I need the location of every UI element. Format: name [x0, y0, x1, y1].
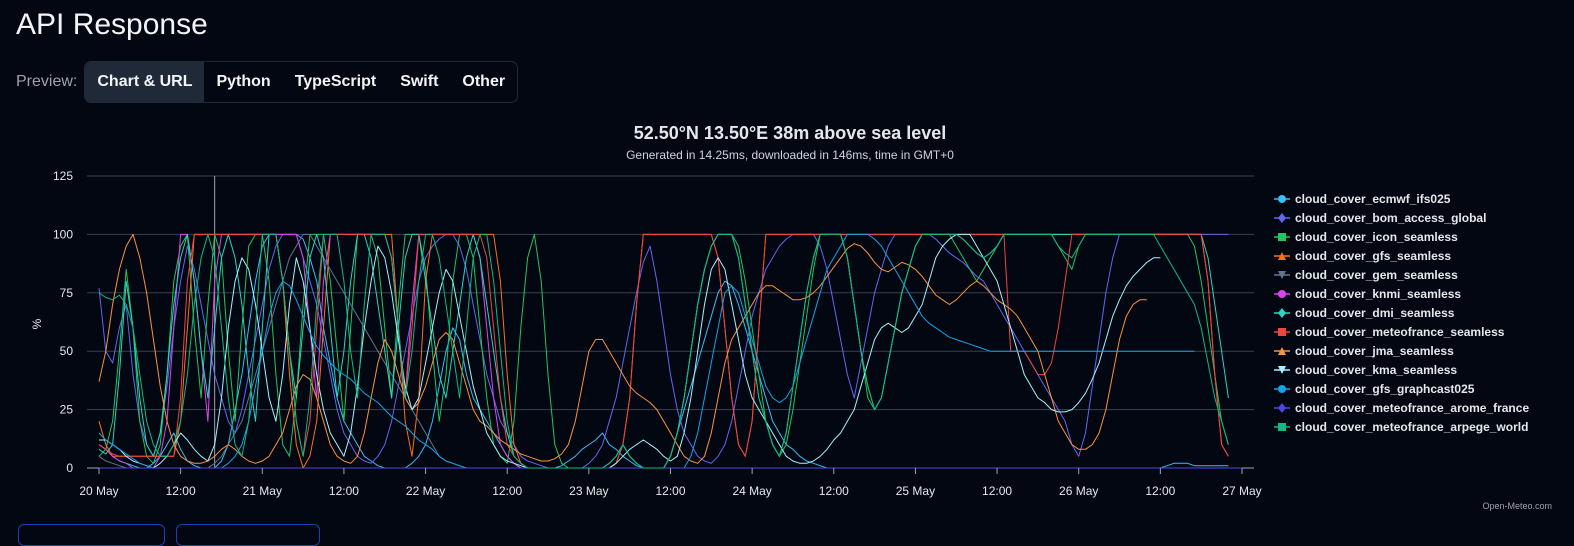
series-line-12	[98, 233, 1229, 469]
tab-swift[interactable]: Swift	[400, 73, 439, 90]
y-tick-label: 0	[66, 461, 73, 475]
legend: cloud_cover_ecmwf_ifs025 cloud_cover_bom_…	[1274, 192, 1529, 434]
x-tick-label: 21 May	[243, 484, 282, 498]
x-tick-label: 12:00	[492, 484, 522, 498]
legend-label: cloud_cover_gfs_graphcast025	[1295, 382, 1475, 396]
x-tick-label: 26 May	[1059, 484, 1098, 498]
preview-label: Preview:	[16, 73, 78, 90]
legend-item[interactable]: cloud_cover_dmi_seamless	[1274, 306, 1455, 320]
tab-chart-and-url[interactable]: Chart & URL	[85, 62, 205, 102]
tab-other[interactable]: Other	[462, 73, 506, 90]
legend-marker-icon	[1278, 290, 1286, 298]
legend-marker-icon	[1278, 213, 1286, 223]
legend-label: cloud_cover_meteofrance_arome_france	[1295, 401, 1529, 415]
legend-item[interactable]: cloud_cover_jma_seamless	[1274, 344, 1454, 358]
legend-marker-icon	[1278, 423, 1286, 431]
tab-typescript[interactable]: TypeScript	[294, 73, 377, 90]
legend-marker-icon	[1278, 271, 1286, 279]
series-line-8	[98, 233, 1147, 464]
preview-tabs: Chart & URL Python TypeScript Swift Othe…	[84, 61, 519, 103]
preview-selector: Preview: Chart & URL Python TypeScript S…	[16, 61, 519, 103]
legend-marker-icon	[1278, 195, 1286, 203]
x-tick-label: 12:00	[819, 484, 849, 498]
y-tick-label: 100	[53, 227, 73, 241]
legend-label: cloud_cover_meteofrance_arpege_world	[1295, 420, 1528, 434]
x-tick-label: 23 May	[569, 484, 608, 498]
x-tick-label: 12:00	[655, 484, 685, 498]
legend-item[interactable]: cloud_cover_gem_seamless	[1274, 268, 1458, 282]
legend-item[interactable]: cloud_cover_gfs_seamless	[1274, 249, 1451, 263]
cloud-cover-chart[interactable]: 52.50°N 13.50°E 38m above sea level Gene…	[0, 110, 1574, 520]
legend-marker-icon	[1278, 308, 1286, 318]
legend-label: cloud_cover_meteofrance_seamless	[1295, 325, 1505, 339]
y-tick-label: 25	[60, 403, 74, 417]
x-tick-label: 24 May	[732, 484, 771, 498]
legend-item[interactable]: cloud_cover_gfs_graphcast025	[1274, 382, 1475, 396]
y-tick-label: 50	[60, 344, 74, 358]
legend-item[interactable]: cloud_cover_meteofrance_seamless	[1274, 325, 1505, 339]
y-axis-label: %	[30, 318, 44, 329]
legend-item[interactable]: cloud_cover_meteofrance_arpege_world	[1274, 420, 1528, 434]
legend-label: cloud_cover_gfs_seamless	[1295, 249, 1451, 263]
x-tick-label: 22 May	[406, 484, 445, 498]
legend-label: cloud_cover_bom_access_global	[1295, 211, 1486, 225]
legend-marker-icon	[1278, 385, 1286, 393]
legend-label: cloud_cover_jma_seamless	[1295, 344, 1454, 358]
y-tick-label: 75	[60, 286, 74, 300]
x-tick-label: 12:00	[329, 484, 359, 498]
legend-marker-icon	[1278, 347, 1286, 355]
x-tick-label: 20 May	[79, 484, 118, 498]
legend-marker-icon	[1278, 403, 1286, 413]
legend-item[interactable]: cloud_cover_meteofrance_arome_france	[1274, 401, 1529, 415]
credit-text: Open-Meteo.com	[1482, 501, 1552, 511]
bottom-button-2[interactable]	[176, 524, 320, 546]
legend-label: cloud_cover_icon_seamless	[1295, 230, 1458, 244]
legend-item[interactable]: cloud_cover_knmi_seamless	[1274, 287, 1461, 301]
legend-label: cloud_cover_knmi_seamless	[1295, 287, 1461, 301]
legend-marker-icon	[1278, 252, 1286, 260]
legend-item[interactable]: cloud_cover_bom_access_global	[1274, 211, 1486, 225]
legend-marker-icon	[1278, 366, 1286, 374]
legend-label: cloud_cover_ecmwf_ifs025	[1295, 192, 1451, 206]
legend-label: cloud_cover_kma_seamless	[1295, 363, 1457, 377]
chart-subtitle: Generated in 14.25ms, downloaded in 146m…	[626, 148, 954, 162]
x-axis: 20 May 12:00 21 May 12:00 22 May 12:00 23 May 1…	[79, 468, 1262, 498]
legend-item[interactable]: cloud_cover_kma_seamless	[1274, 363, 1457, 377]
x-tick-label: 12:00	[982, 484, 1012, 498]
legend-marker-icon	[1278, 233, 1286, 241]
legend-item[interactable]: cloud_cover_ecmwf_ifs025	[1274, 192, 1451, 206]
legend-label: cloud_cover_dmi_seamless	[1295, 306, 1455, 320]
x-tick-label: 27 May	[1222, 484, 1261, 498]
page-title: API Response	[16, 8, 208, 41]
x-tick-label: 12:00	[1145, 484, 1175, 498]
tab-python[interactable]: Python	[216, 73, 271, 90]
legend-label: cloud_cover_gem_seamless	[1295, 268, 1458, 282]
x-tick-label: 12:00	[166, 484, 196, 498]
x-tick-label: 25 May	[896, 484, 935, 498]
y-tick-label: 125	[53, 169, 73, 183]
bottom-button-1[interactable]	[18, 524, 165, 546]
legend-item[interactable]: cloud_cover_icon_seamless	[1274, 230, 1458, 244]
chart-title: 52.50°N 13.50°E 38m above sea level	[634, 123, 947, 143]
legend-marker-icon	[1278, 328, 1286, 336]
